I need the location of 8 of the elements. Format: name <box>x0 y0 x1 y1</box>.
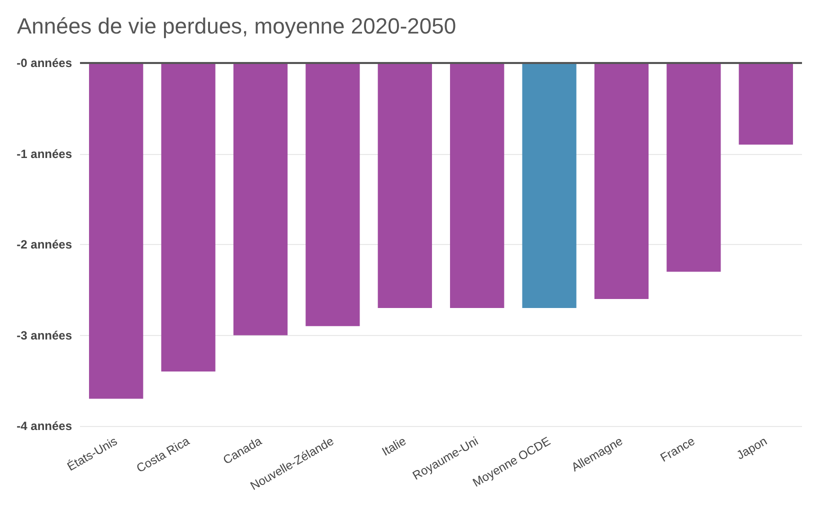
x-tick-label: Costa Rica <box>134 434 192 476</box>
x-tick-label: Italie <box>379 434 409 459</box>
y-tick-label: -4 années <box>16 419 72 433</box>
y-tick-label: -0 années <box>16 56 72 70</box>
y-tick-label: -3 années <box>16 328 72 342</box>
chart-title: Années de vie perdues, moyenne 2020-2050 <box>17 14 456 38</box>
y-tick-label: -1 années <box>16 146 72 161</box>
y-tick-label: -2 années <box>16 238 72 252</box>
